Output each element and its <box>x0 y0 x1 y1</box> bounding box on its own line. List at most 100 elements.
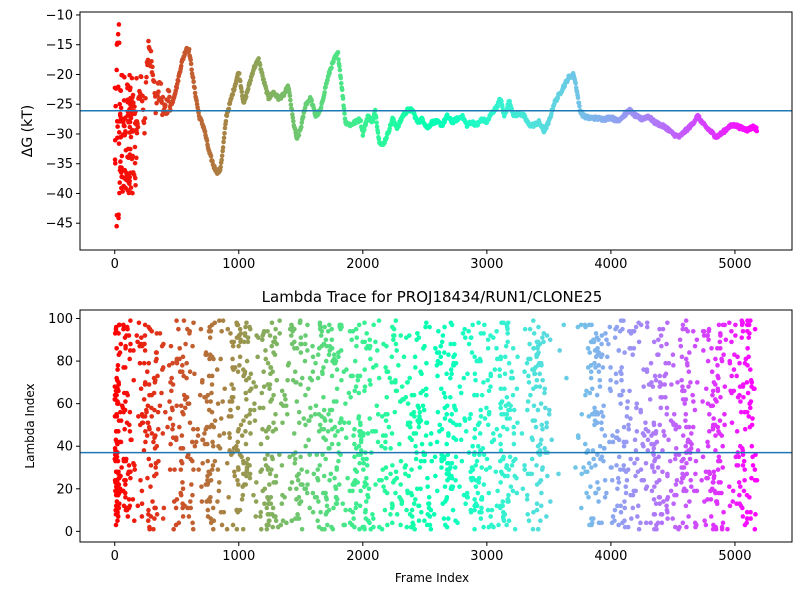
top-data-point <box>115 31 121 37</box>
bottom-data-point <box>711 469 717 475</box>
bottom-data-point <box>416 503 422 509</box>
bottom-data-point <box>205 514 211 519</box>
bottom-data-point <box>729 420 735 426</box>
bottom-data-point <box>244 358 250 364</box>
bottom-data-point <box>478 331 484 336</box>
bottom-data-point <box>131 518 137 524</box>
bottom-data-point <box>264 526 270 532</box>
bottom-data-point <box>502 354 508 360</box>
bottom-data-point <box>355 373 360 379</box>
bottom-data-point <box>365 431 371 436</box>
bottom-data-point <box>346 390 352 396</box>
top-data-point <box>133 182 138 188</box>
bottom-data-point <box>683 318 689 323</box>
bottom-data-point <box>511 407 517 413</box>
bottom-data-point <box>186 401 192 406</box>
bottom-data-point <box>208 520 214 526</box>
top-data-point <box>121 98 127 103</box>
bottom-data-point <box>471 452 477 458</box>
bottom-data-point <box>626 426 632 432</box>
bottom-data-point <box>207 356 212 362</box>
bottom-data-point <box>202 441 208 447</box>
bottom-data-point <box>482 322 487 328</box>
bottom-data-point <box>685 439 691 445</box>
bottom-data-point <box>255 354 260 360</box>
bottom-data-point <box>116 401 121 406</box>
bottom-data-point <box>154 512 160 517</box>
bottom-data-point <box>556 471 561 477</box>
bottom-data-point <box>703 386 709 392</box>
bottom-data-point <box>573 465 578 470</box>
bottom-data-point <box>374 403 380 409</box>
top-data-point <box>754 128 760 134</box>
bottom-data-point <box>113 492 119 498</box>
bottom-data-point <box>744 322 750 328</box>
bottom-data-point <box>130 497 136 502</box>
bottom-data-point <box>609 477 615 483</box>
top-data-point <box>373 115 379 120</box>
bottom-data-point <box>329 441 335 447</box>
top-data-point <box>339 87 345 93</box>
bottom-data-point <box>398 522 403 528</box>
y-tick-label: −35 <box>46 157 73 172</box>
bottom-data-point <box>180 363 185 368</box>
bottom-data-point <box>243 390 249 396</box>
bottom-data-point <box>692 520 698 526</box>
bottom-data-point <box>310 369 316 375</box>
bottom-data-point <box>319 369 325 375</box>
bottom-data-point <box>645 437 651 443</box>
bottom-data-point <box>442 394 448 400</box>
bottom-data-point <box>624 439 629 445</box>
bottom-data-point <box>123 399 128 404</box>
bottom-data-point <box>444 403 450 409</box>
bottom-data-point <box>500 499 506 504</box>
bottom-data-point <box>177 424 182 430</box>
bottom-data-point <box>685 328 691 334</box>
top-data-point <box>189 67 194 72</box>
bottom-data-point <box>265 495 270 500</box>
bottom-data-point <box>608 365 613 370</box>
bottom-data-point <box>741 394 746 400</box>
bottom-data-point <box>235 465 241 470</box>
bottom-data-point <box>679 354 685 360</box>
bottom-scatter-points <box>112 318 760 532</box>
bottom-data-point <box>584 490 589 496</box>
bottom-data-point <box>591 456 596 462</box>
bottom-data-point <box>121 324 127 330</box>
top-data-point <box>387 126 392 132</box>
top-data-point <box>336 57 341 62</box>
bottom-data-point <box>124 333 129 338</box>
bottom-data-point <box>444 460 450 466</box>
bottom-data-point <box>601 458 606 464</box>
bottom-data-point <box>444 371 449 377</box>
bottom-data-point <box>638 467 644 472</box>
bottom-data-point <box>500 503 506 509</box>
bottom-data-point <box>703 469 709 475</box>
bottom-data-point <box>409 467 414 472</box>
bottom-data-point <box>725 526 730 532</box>
bottom-data-point <box>419 509 424 515</box>
bottom-data-point <box>278 522 284 528</box>
bottom-data-point <box>112 414 118 419</box>
bottom-data-point <box>415 418 420 423</box>
bottom-data-point <box>423 324 428 330</box>
bottom-data-point <box>222 386 228 392</box>
bottom-data-point <box>538 401 544 406</box>
top-data-point <box>248 78 253 83</box>
bottom-data-point <box>122 477 127 483</box>
bottom-data-point <box>746 414 752 419</box>
bottom-data-point <box>174 318 179 323</box>
bottom-data-point <box>414 486 420 492</box>
bottom-data-point <box>485 337 491 343</box>
bottom-data-point <box>509 463 515 468</box>
bottom-data-point <box>128 469 133 475</box>
bottom-data-point <box>481 524 486 530</box>
bottom-data-point <box>718 394 723 400</box>
bottom-data-point <box>114 388 120 394</box>
bottom-data-point <box>273 518 279 524</box>
bottom-data-point <box>596 486 601 492</box>
bottom-data-point <box>209 467 215 472</box>
bottom-data-point <box>442 324 447 330</box>
bottom-data-point <box>600 365 606 370</box>
bottom-data-point <box>747 405 753 411</box>
